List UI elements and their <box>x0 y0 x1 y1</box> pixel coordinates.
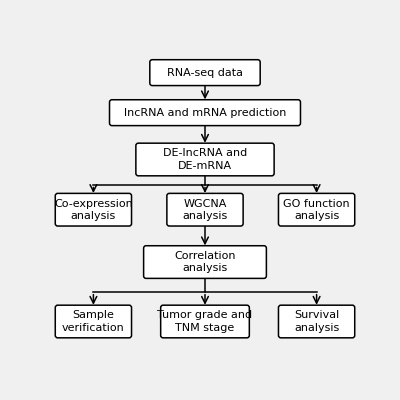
Text: lncRNA and mRNA prediction: lncRNA and mRNA prediction <box>124 108 286 118</box>
FancyBboxPatch shape <box>55 305 132 338</box>
FancyBboxPatch shape <box>278 305 355 338</box>
FancyBboxPatch shape <box>136 143 274 176</box>
FancyBboxPatch shape <box>110 100 300 126</box>
Text: RNA-seq data: RNA-seq data <box>167 68 243 78</box>
FancyBboxPatch shape <box>278 193 355 226</box>
Text: Tumor grade and
TNM stage: Tumor grade and TNM stage <box>158 310 252 333</box>
Text: GO function
analysis: GO function analysis <box>283 198 350 221</box>
FancyBboxPatch shape <box>150 60 260 86</box>
Text: DE-lncRNA and
DE-mRNA: DE-lncRNA and DE-mRNA <box>163 148 247 171</box>
Text: WGCNA
analysis: WGCNA analysis <box>182 198 228 221</box>
FancyBboxPatch shape <box>144 246 266 278</box>
Text: Sample
verification: Sample verification <box>62 310 125 333</box>
Text: Co-expression
analysis: Co-expression analysis <box>54 198 133 221</box>
Text: Correlation
analysis: Correlation analysis <box>174 251 236 273</box>
Text: Survival
analysis: Survival analysis <box>294 310 339 333</box>
FancyBboxPatch shape <box>161 305 249 338</box>
FancyBboxPatch shape <box>55 193 132 226</box>
FancyBboxPatch shape <box>167 193 243 226</box>
